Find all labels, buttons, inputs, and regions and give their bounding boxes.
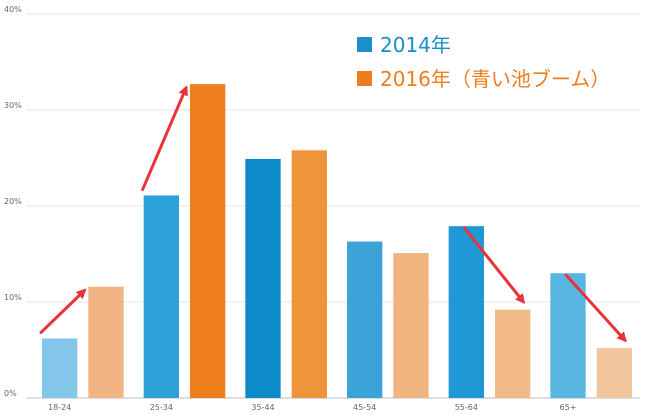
x-tick-label: 35-44 — [251, 403, 274, 412]
bar-2016-35-44 — [291, 150, 327, 398]
y-axis-tick-labels: 0% 10% 20% 30% 40% — [4, 5, 22, 398]
trend-arrow-up — [141, 85, 188, 191]
x-tick-label: 65+ — [560, 403, 577, 412]
x-tick-label: 25-34 — [150, 403, 173, 412]
x-tick-label: 45-54 — [353, 403, 376, 412]
x-axis-tick-labels: 18-24 25-34 35-44 45-54 55-64 65+ — [48, 403, 576, 412]
y-tick-label: 40% — [4, 5, 22, 14]
bar-2016-55-64 — [495, 309, 531, 398]
trend-arrow-up — [39, 288, 87, 334]
bar-2014-65+ — [550, 273, 586, 398]
bar-2014-18-24 — [42, 338, 78, 398]
x-tick-label: 18-24 — [48, 403, 71, 412]
trend-arrows — [39, 85, 627, 343]
legend-label: 2014年 — [380, 33, 451, 57]
y-tick-label: 20% — [4, 197, 22, 206]
bar-2014-45-54 — [347, 241, 383, 398]
bar-2016-18-24 — [88, 286, 124, 398]
x-tick-label: 55-64 — [455, 403, 478, 412]
trend-arrow-down — [463, 226, 526, 305]
legend: 2014年 2016年（青い池ブーム） — [357, 33, 610, 91]
bar-2014-55-64 — [448, 226, 484, 398]
y-tick-label: 10% — [4, 293, 22, 302]
legend-swatch — [357, 71, 372, 86]
legend-swatch — [357, 37, 372, 52]
bar-2014-25-34 — [143, 195, 179, 398]
trend-arrow-down — [564, 273, 627, 343]
bar-2016-25-34 — [190, 84, 226, 398]
bars — [42, 84, 632, 398]
bar-2016-65+ — [596, 348, 632, 398]
bar-2014-35-44 — [245, 158, 281, 398]
legend-label: 2016年（青い池ブーム） — [380, 67, 610, 91]
bar-2016-45-54 — [393, 253, 429, 398]
gridlines — [26, 13, 640, 399]
y-tick-label: 30% — [4, 101, 22, 110]
y-tick-label: 0% — [4, 389, 17, 398]
